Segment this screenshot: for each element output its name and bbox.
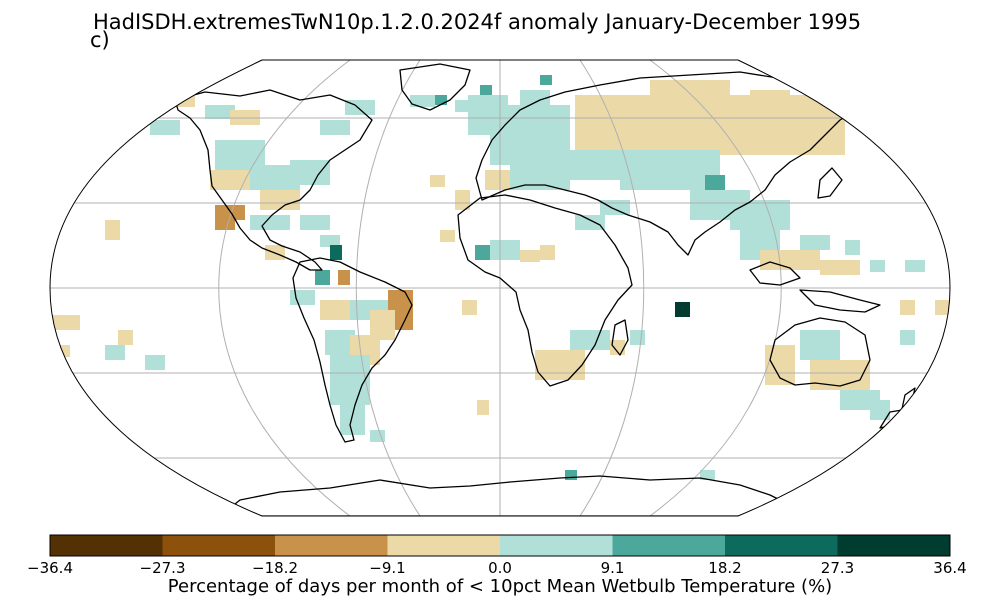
- anomaly-cell: [105, 220, 120, 240]
- colorbar-frame: [49, 534, 951, 557]
- anomaly-cell: [870, 260, 885, 272]
- anomaly-cell: [490, 240, 520, 260]
- anomaly-cell: [435, 95, 447, 105]
- anomaly-cell: [480, 85, 492, 97]
- colorbar-tick: −36.4: [27, 559, 73, 577]
- anomaly-cell: [290, 290, 315, 305]
- anomaly-cell: [600, 200, 630, 215]
- anomaly-cell: [145, 355, 165, 370]
- anomaly-cell: [320, 300, 350, 320]
- colorbar-segment: [500, 535, 613, 556]
- anomaly-cell: [205, 105, 235, 119]
- anomaly-cell: [300, 215, 330, 230]
- anomaly-cell: [540, 75, 552, 85]
- anomaly-cell: [535, 350, 585, 380]
- anomaly-cell: [477, 400, 489, 415]
- anomaly-cell: [315, 270, 330, 285]
- map-boundary: [49, 59, 951, 517]
- anomaly-cell: [290, 160, 330, 185]
- anomaly-cell: [565, 470, 577, 480]
- anomaly-cell: [575, 215, 605, 230]
- colorbar-tick: 9.1: [600, 559, 625, 577]
- anomaly-cell: [900, 330, 915, 345]
- anomaly-cell: [540, 245, 555, 260]
- anomaly-cell: [475, 245, 490, 260]
- colorbar-segment: [612, 535, 726, 556]
- anomaly-cell: [410, 95, 435, 107]
- anomaly-cell: [260, 190, 300, 210]
- colorbar-tick: 27.3: [820, 559, 855, 577]
- colorbar-tick: 0.0: [488, 559, 512, 577]
- anomaly-cell: [150, 120, 180, 135]
- colorbar-segment: [50, 535, 163, 556]
- anomaly-cell: [50, 315, 80, 330]
- colorbar-tick: 18.2: [708, 559, 742, 577]
- anomaly-cell: [760, 250, 820, 270]
- anomaly-cell: [620, 150, 720, 190]
- anomaly-cell: [462, 300, 477, 315]
- graticule: [50, 60, 950, 516]
- anomaly-cell: [338, 270, 350, 285]
- anomaly-cell: [630, 330, 645, 345]
- anomaly-cell: [490, 105, 570, 165]
- anomaly-cell: [600, 115, 720, 155]
- colorbar-segment: [275, 535, 388, 556]
- anomaly-cell: [900, 300, 915, 315]
- anomaly-cell: [765, 345, 795, 385]
- colorbar-segment: [162, 535, 276, 556]
- anomaly-cell: [610, 340, 625, 355]
- colorbar-label: Percentage of days per month of < 10pct …: [167, 576, 833, 597]
- anomaly-cell: [520, 250, 540, 262]
- anomaly-cell: [370, 430, 385, 442]
- colorbar-tick: −9.1: [369, 559, 406, 577]
- anomaly-cell: [810, 360, 870, 390]
- anomaly-cell: [320, 235, 340, 247]
- anomaly-cell: [250, 215, 290, 230]
- anomaly-cell: [800, 235, 830, 250]
- colorbar-tick: −27.3: [139, 559, 186, 577]
- anomaly-cell: [210, 170, 250, 190]
- anomaly-cell: [455, 190, 470, 210]
- anomaly-cell: [118, 330, 133, 345]
- anomaly-cell: [440, 230, 455, 242]
- anomaly-cell: [330, 355, 370, 405]
- anomaly-cell: [320, 120, 350, 135]
- anomaly-cell: [675, 302, 690, 317]
- anomaly-cell: [330, 245, 342, 260]
- colorbar-segment: [725, 535, 838, 556]
- panel-label: c): [90, 28, 110, 52]
- anomaly-cell: [905, 260, 925, 272]
- anomaly-cell: [935, 300, 950, 315]
- anomaly-cell: [760, 110, 820, 130]
- anomaly-cell: [800, 330, 840, 360]
- anomaly-cell: [730, 200, 790, 230]
- anomaly-cell: [820, 260, 860, 275]
- colorbar-tick: −18.2: [252, 559, 298, 577]
- anomaly-cell: [570, 150, 620, 180]
- colorbar-segment: [387, 535, 501, 556]
- anomaly-cell: [430, 175, 445, 187]
- anomaly-cell: [570, 330, 610, 350]
- map-title: HadISDH.extremesTwN10p.1.2.0.2024f anoma…: [93, 10, 862, 34]
- anomaly-cell: [230, 205, 245, 220]
- colorbar: [50, 535, 951, 556]
- anomaly-cell: [105, 345, 125, 360]
- colorbar-tick: 36.4: [933, 559, 967, 577]
- anomaly-cell: [650, 80, 730, 100]
- anomaly-grid-cells: [50, 75, 950, 480]
- anomaly-cell: [700, 470, 715, 480]
- anomaly-cell: [870, 400, 890, 420]
- anomaly-cell: [520, 90, 550, 110]
- anomaly-cell: [845, 240, 860, 255]
- anomaly-cell: [750, 90, 790, 105]
- colorbar-segment: [837, 535, 951, 556]
